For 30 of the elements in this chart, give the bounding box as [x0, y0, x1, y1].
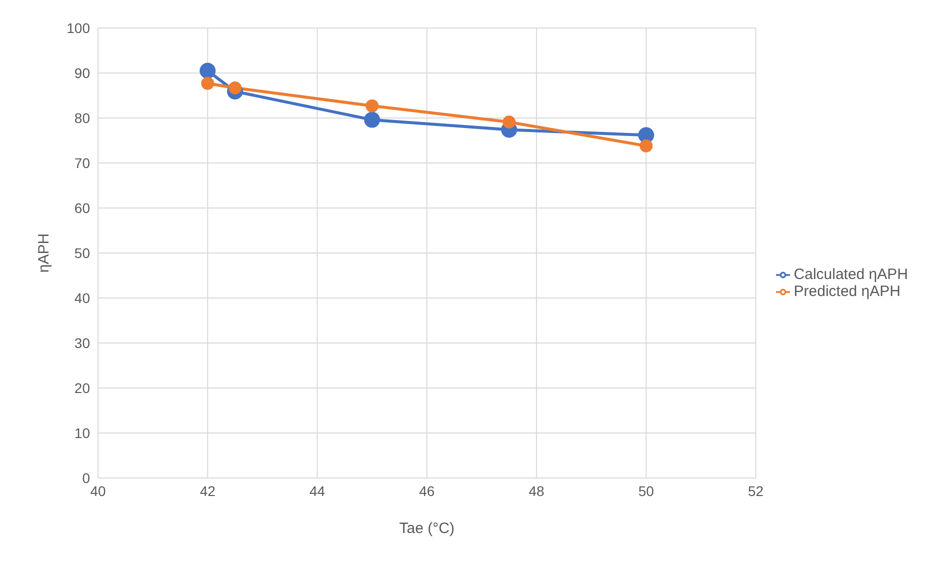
point	[364, 112, 380, 128]
x-axis-title: Tae (°C)	[399, 520, 454, 537]
point	[201, 76, 214, 90]
x-tick-label: 40	[90, 482, 106, 499]
y-axis-title: ηAPH	[35, 233, 52, 273]
y-tick-label: 100	[66, 20, 90, 36]
point	[502, 116, 516, 129]
point	[640, 139, 653, 152]
point	[638, 127, 654, 144]
legend-label: Calculated ηAPH	[794, 266, 908, 283]
y-tick-label: 50	[74, 244, 90, 261]
y-tick-label: 80	[74, 110, 90, 126]
point	[366, 99, 379, 112]
x-tick-label: 46	[419, 482, 435, 499]
x-tick-label: 42	[200, 482, 216, 499]
legend-label: Predicted ηAPH	[794, 283, 900, 300]
y-tick-label: 70	[74, 154, 90, 171]
x-tick-label: 52	[748, 482, 764, 499]
y-tick-label: 0	[82, 470, 90, 486]
y-tick-label: 10	[74, 424, 90, 441]
y-tick-label: 30	[74, 334, 90, 351]
y-tick-label: 40	[74, 290, 90, 306]
y-tick-label: 20	[74, 380, 90, 396]
x-tick-label: 44	[309, 482, 326, 499]
point	[228, 81, 242, 94]
y-tick-label: 60	[74, 200, 90, 216]
x-tick-label: 50	[638, 482, 654, 499]
y-tick-label: 90	[74, 64, 90, 81]
x-tick-label: 48	[528, 482, 545, 499]
point	[200, 62, 216, 79]
